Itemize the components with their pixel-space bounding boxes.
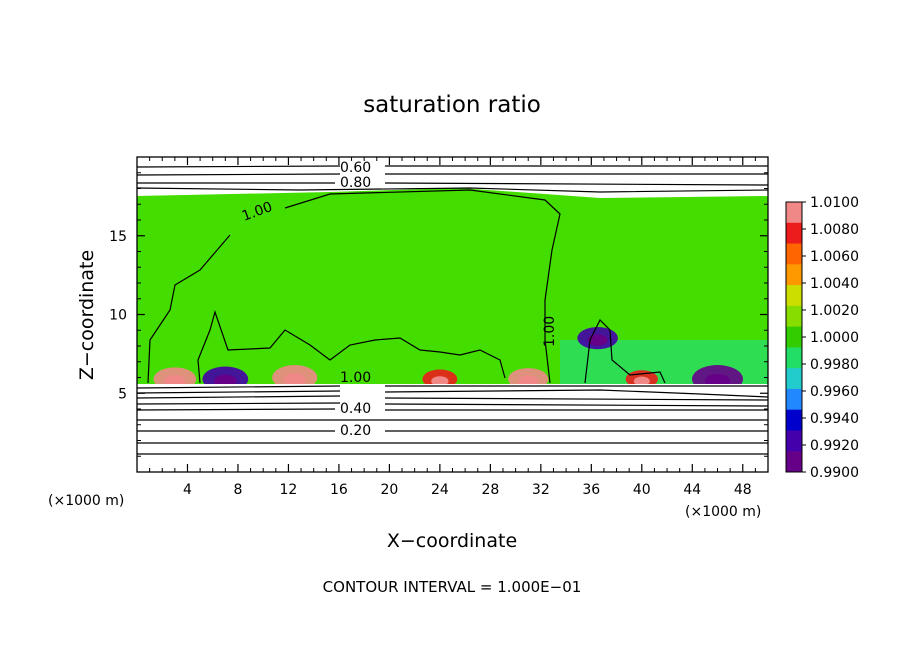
y-axis-title: Z−coordinate — [76, 250, 98, 380]
colorbar-label: 1.0060 — [810, 249, 859, 265]
x-axis: 4 8 12 16 20 24 28 32 36 40 44 48 — [149, 157, 756, 498]
colorbar-label: 1.0080 — [810, 222, 859, 238]
colorbar-swatch — [786, 222, 802, 245]
contour-line — [137, 389, 768, 398]
plot-area: 0.60 0.80 1.00 1.00 1.00 0.40 0.20 — [137, 157, 768, 472]
x-tick-label: 4 — [183, 482, 192, 498]
contour-interval-note: CONTOUR INTERVAL = 1.000E−01 — [323, 578, 582, 596]
colorbar-swatch — [786, 368, 802, 390]
colorbar-swatch — [786, 451, 802, 473]
contour-line — [137, 173, 768, 176]
colorbar-swatch — [786, 264, 802, 286]
x-tick-label: 12 — [280, 482, 298, 498]
anomaly-core — [431, 376, 449, 386]
x-axis-title: X−coordinate — [387, 530, 517, 552]
x-units-left: (×1000 m) — [48, 493, 124, 509]
colorbar-swatch — [786, 388, 802, 411]
colorbar-swatch — [786, 285, 802, 307]
colorbar-swatch — [786, 202, 802, 224]
x-tick-label: 8 — [233, 482, 242, 498]
contour-line — [284, 189, 561, 384]
y-tick-label: 10 — [109, 308, 127, 324]
y-axis: 5 10 15 — [109, 172, 768, 457]
contour-label: 0.20 — [340, 423, 371, 439]
colorbar-label: 0.9980 — [810, 357, 859, 373]
contour-labels: 0.60 0.80 1.00 1.00 1.00 0.40 0.20 — [240, 160, 558, 439]
contour-line — [137, 385, 768, 389]
colorbar-swatch — [786, 243, 802, 265]
contour-label: 1.00 — [542, 316, 558, 347]
x-tick-label: 24 — [431, 482, 449, 498]
chart-title: saturation ratio — [363, 92, 541, 118]
colorbar-label: 0.9900 — [810, 465, 859, 481]
anomaly-core — [283, 373, 307, 386]
anomaly-core — [633, 376, 650, 386]
anomaly-core — [518, 375, 539, 387]
x-tick-label: 32 — [532, 482, 550, 498]
x-tick-label: 44 — [683, 482, 701, 498]
contour-label: 0.80 — [340, 175, 371, 191]
x-tick-label: 20 — [380, 482, 398, 498]
colorbar-swatch — [786, 409, 802, 431]
colorbar-label: 1.0000 — [810, 330, 859, 346]
contour-label: 0.40 — [340, 401, 371, 417]
contour-line — [197, 309, 506, 384]
contour-label: 0.60 — [340, 160, 371, 176]
colorbar-swatch — [786, 430, 802, 452]
x-tick-label: 16 — [330, 482, 348, 498]
y-tick-label: 15 — [109, 229, 127, 245]
colorbar-label: 0.9940 — [810, 411, 859, 427]
colorbar: 1.0100 1.0080 1.0060 1.0040 1.0020 1.0000 0.99… — [785, 195, 859, 481]
x-units-right: (×1000 m) — [685, 504, 761, 520]
contour-lines — [137, 165, 768, 455]
colorbar-label: 1.0020 — [810, 303, 859, 319]
colorbar-label: 1.0100 — [810, 195, 859, 211]
colorbar-label: 0.9920 — [810, 438, 859, 454]
contour-line — [137, 165, 768, 168]
colorbar-label: 0.9960 — [810, 384, 859, 400]
contour-line — [137, 187, 768, 193]
anomaly-core — [587, 334, 608, 346]
x-tick-label: 40 — [633, 482, 651, 498]
contour-line — [137, 395, 768, 401]
x-tick-label: 36 — [582, 482, 600, 498]
contour-label: 1.00 — [340, 370, 371, 386]
colorbar-swatch — [786, 305, 802, 328]
contour-line — [137, 182, 768, 186]
contour-line — [147, 234, 231, 384]
y-tick-label: 5 — [118, 386, 127, 402]
contour-line — [137, 408, 768, 411]
colorbar-swatch — [786, 347, 802, 369]
contour-line — [137, 402, 768, 407]
x-tick-label: 48 — [734, 482, 752, 498]
colorbar-label: 1.0040 — [810, 276, 859, 292]
contour-line — [584, 318, 666, 384]
x-tick-label: 28 — [481, 482, 499, 498]
colorbar-swatch — [786, 326, 802, 348]
